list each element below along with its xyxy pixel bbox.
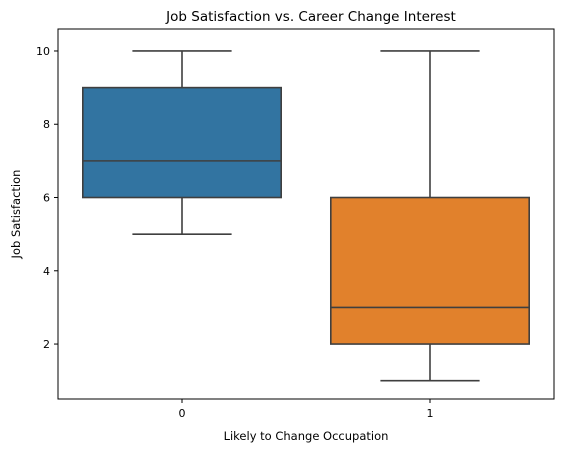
y-tick-label: 10 (36, 45, 50, 58)
y-tick-label: 4 (43, 265, 50, 278)
y-tick-label: 2 (43, 338, 50, 351)
chart-title: Job Satisfaction vs. Career Change Inter… (165, 9, 456, 25)
box-group (82, 50, 530, 382)
y-axis-label: Job Satisfaction (9, 170, 23, 260)
y-tick-label: 6 (43, 192, 50, 205)
x-axis-label: Likely to Change Occupation (224, 429, 389, 443)
x-tick-label: 0 (179, 407, 186, 420)
plot-frame (57, 28, 555, 400)
box-0 (82, 50, 282, 235)
y-tick-label: 8 (43, 118, 50, 131)
x-tick-label: 1 (427, 407, 434, 420)
box-1 (329, 50, 530, 382)
y-axis-ticks: 2 4 6 8 10 (36, 45, 58, 351)
iqr-box (329, 196, 530, 345)
iqr-box (82, 86, 282, 199)
